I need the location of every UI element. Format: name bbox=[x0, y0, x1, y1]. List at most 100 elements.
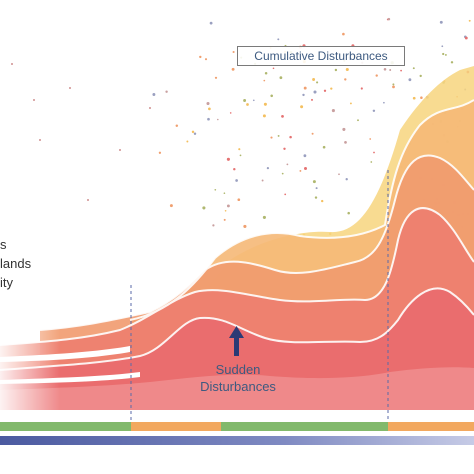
disturbance-dot bbox=[373, 151, 375, 154]
disturbance-dot bbox=[342, 127, 346, 131]
disturbance-dot bbox=[338, 173, 340, 176]
left-text-fragment-2: lands bbox=[0, 256, 32, 271]
disturbance-dot bbox=[263, 79, 266, 82]
disturbance-dot bbox=[313, 90, 317, 94]
disturbance-dot bbox=[300, 105, 304, 109]
stream-contours bbox=[0, 99, 474, 371]
disturbance-dot bbox=[375, 74, 378, 77]
disturbance-dot bbox=[303, 154, 307, 158]
disturbance-dot bbox=[344, 78, 347, 81]
disturbance-dot bbox=[235, 179, 238, 182]
sudden-disturbances-label: Sudden Disturbances bbox=[188, 361, 288, 395]
disturbance-dot bbox=[252, 99, 255, 102]
state-segment-orange-1 bbox=[131, 422, 221, 431]
state-segment-green-1 bbox=[0, 422, 131, 431]
disturbance-dot bbox=[284, 193, 287, 196]
disturbance-dot bbox=[212, 224, 215, 227]
disturbance-dot bbox=[345, 178, 348, 181]
disturbance-dot bbox=[312, 78, 316, 81]
disturbance-dot bbox=[370, 161, 373, 163]
state-segment-orange-2 bbox=[388, 422, 474, 431]
disturbance-dot bbox=[322, 145, 326, 149]
disturbance-dot bbox=[304, 167, 307, 170]
disturbance-dot bbox=[233, 167, 236, 171]
disturbance-dot bbox=[357, 119, 359, 122]
disturbance-dot bbox=[69, 87, 71, 89]
disturbance-dot bbox=[442, 52, 445, 56]
disturbance-dot bbox=[223, 192, 226, 195]
disturbance-dot bbox=[400, 69, 402, 72]
disturbance-dot bbox=[419, 74, 422, 78]
disturbance-dot bbox=[281, 172, 284, 175]
disturbance-dot bbox=[349, 102, 352, 105]
stream-layer-base bbox=[0, 367, 474, 410]
disturbance-dot bbox=[87, 199, 89, 201]
disturbance-dot bbox=[207, 117, 210, 121]
disturbance-dot bbox=[389, 69, 392, 71]
disturbance-dot bbox=[383, 101, 385, 104]
disturbance-dot bbox=[158, 151, 162, 154]
disturbance-dot bbox=[226, 204, 230, 208]
disturbance-dot bbox=[392, 83, 395, 86]
disturbance-dot bbox=[277, 134, 280, 137]
disturbance-dot bbox=[270, 94, 273, 98]
disturbance-dot bbox=[152, 93, 156, 96]
disturbance-dot bbox=[262, 114, 266, 118]
disturbance-dot bbox=[165, 90, 168, 93]
disturbance-dot bbox=[321, 199, 324, 203]
disturbance-dot bbox=[175, 124, 179, 128]
disturbance-dot bbox=[372, 109, 376, 113]
arrow-up-icon bbox=[229, 326, 244, 356]
disturbance-dot bbox=[186, 140, 189, 143]
disturbance-dot bbox=[299, 169, 302, 172]
disturbance-dot bbox=[226, 157, 230, 161]
disturbance-dot bbox=[303, 86, 307, 90]
disturbance-dot bbox=[229, 112, 232, 114]
disturbance-dot bbox=[262, 215, 266, 219]
disturbance-dot bbox=[312, 180, 316, 184]
disturbance-dot bbox=[263, 102, 267, 106]
disturbance-dot bbox=[342, 32, 345, 36]
disturbance-dot bbox=[347, 211, 350, 215]
disturbance-dot bbox=[360, 87, 363, 90]
disturbance-dot bbox=[237, 198, 241, 202]
left-text-fragment-1: s bbox=[0, 237, 7, 252]
disturbance-dot bbox=[149, 107, 151, 109]
disturbance-dot bbox=[202, 206, 206, 210]
disturbance-dot bbox=[316, 81, 319, 84]
disturbance-dot bbox=[383, 68, 387, 71]
disturbance-dot bbox=[392, 85, 395, 89]
disturbance-dot bbox=[302, 93, 305, 97]
disturbance-dot bbox=[272, 67, 275, 70]
disturbance-dot bbox=[239, 154, 242, 157]
disturbance-dot bbox=[39, 139, 41, 141]
time-gradient-bar bbox=[0, 436, 474, 445]
disturbance-dot bbox=[193, 132, 197, 136]
disturbance-dot bbox=[315, 187, 318, 190]
disturbance-dot bbox=[224, 209, 227, 212]
disturbance-dot bbox=[412, 96, 416, 100]
disturbance-dot bbox=[119, 149, 121, 151]
disturbance-dot bbox=[444, 53, 447, 56]
disturbance-dot bbox=[266, 166, 270, 170]
disturbance-dot bbox=[208, 107, 211, 111]
disturbance-dot bbox=[345, 67, 349, 72]
disturbance-dot bbox=[232, 50, 235, 54]
disturbance-dot bbox=[216, 118, 219, 121]
disturbance-dot bbox=[450, 61, 454, 64]
sudden-line-1: Sudden bbox=[215, 362, 261, 377]
state-segment-green-2 bbox=[221, 422, 388, 431]
disturbance-dot bbox=[231, 67, 235, 71]
disturbance-dot bbox=[11, 63, 13, 65]
disturbance-dot bbox=[344, 141, 347, 144]
disturbance-dot bbox=[387, 17, 391, 21]
disturbance-dot bbox=[441, 45, 444, 48]
disturbance-dot bbox=[206, 101, 210, 106]
sudden-line-2: Disturbances bbox=[200, 379, 276, 394]
timeline-state-bar bbox=[0, 422, 474, 431]
disturbance-dot bbox=[261, 179, 264, 182]
disturbance-dot bbox=[246, 103, 249, 106]
disturbance-dot bbox=[369, 138, 372, 140]
disturbance-dot bbox=[209, 21, 213, 25]
